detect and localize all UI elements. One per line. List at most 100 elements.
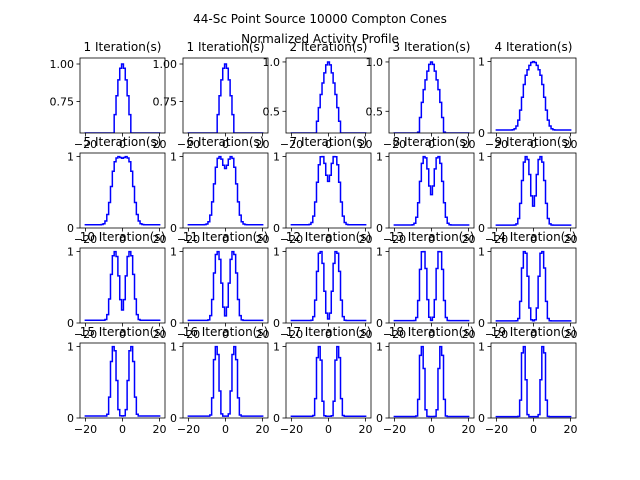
subplot-title: 16 Iteration(s) <box>183 325 269 339</box>
subplot-grid: −20 0 200.751.001 Iteration(s)−20 0 200.751.… <box>50 40 578 436</box>
y-tick-label: 0 <box>67 222 74 235</box>
y-tick-label: 1.0 <box>366 56 384 69</box>
x-tick-label: 20 <box>255 328 269 341</box>
x-tick-label: 0 <box>222 233 229 246</box>
y-tick-label: 1 <box>67 246 74 259</box>
x-tick-label: −20 <box>177 328 200 341</box>
subplot-4: −20 0 20 0.5 1.0 3 Iteration(s) <box>366 40 476 151</box>
x-tick-label: 20 <box>563 138 577 151</box>
profile-line <box>187 345 264 417</box>
x-tick-label: 20 <box>563 423 577 436</box>
subplot-title: 6 Iteration(s) <box>187 135 265 149</box>
x-tick-label: 20 <box>461 328 475 341</box>
y-tick-label: 0 <box>273 222 280 235</box>
y-tick-label: 1 <box>67 151 74 164</box>
x-tick-label: −20 <box>485 328 508 341</box>
y-tick-label: 1 <box>478 341 485 354</box>
profile-line <box>187 250 264 322</box>
x-tick-label: −20 <box>74 233 97 246</box>
subplot-title: 9 Iteration(s) <box>495 135 573 149</box>
x-tick-label: −20 <box>383 328 406 341</box>
y-tick-label: 1 <box>273 151 280 164</box>
x-tick-label: −20 <box>485 233 508 246</box>
profile-line <box>393 155 470 226</box>
subplot-3: −20 0 20 0.5 1.0 2 Iteration(s) <box>263 40 373 151</box>
y-tick-label: 0 <box>478 317 485 330</box>
profile-line <box>393 61 470 133</box>
x-tick-label: 0 <box>325 328 332 341</box>
y-tick-label: 1.0 <box>263 56 281 69</box>
y-tick-label: 1 <box>170 341 177 354</box>
y-tick-label: 0 <box>273 412 280 425</box>
profile-line <box>84 155 161 226</box>
x-tick-label: 20 <box>152 328 166 341</box>
y-tick-label: 0 <box>67 412 74 425</box>
subplot-title: 18 Iteration(s) <box>389 325 475 339</box>
profile-line <box>495 345 572 418</box>
subplot-11: −20 0 20 0 1 10 Iteration(s) <box>67 230 166 341</box>
x-tick-label: 0 <box>325 423 332 436</box>
profile-line <box>290 250 367 322</box>
profile-line <box>187 63 264 133</box>
y-tick-label: 0.5 <box>263 105 281 118</box>
y-tick-label: 1 <box>376 151 383 164</box>
y-tick-label: 1 <box>170 246 177 259</box>
x-tick-label: 20 <box>152 423 166 436</box>
x-tick-label: 0 <box>119 138 126 151</box>
x-tick-label: 20 <box>255 233 269 246</box>
y-tick-label: 1 <box>376 246 383 259</box>
x-tick-label: 20 <box>461 423 475 436</box>
y-tick-label: 1 <box>170 151 177 164</box>
x-tick-label: 0 <box>119 233 126 246</box>
y-tick-label: 1 <box>376 341 383 354</box>
subplot-title: 11 Iteration(s) <box>183 230 269 244</box>
x-tick-label: 0 <box>530 233 537 246</box>
profile-line <box>187 155 264 226</box>
y-tick-label: 1 <box>273 341 280 354</box>
subplot-title: 4 Iteration(s) <box>495 40 573 54</box>
subplot-title: 1 Iteration(s) <box>187 40 265 54</box>
profile-line <box>290 61 367 133</box>
subplot-title: 7 Iteration(s) <box>290 135 368 149</box>
subplot-title: 10 Iteration(s) <box>80 230 166 244</box>
profile-line <box>495 250 572 322</box>
subplot-title: 19 Iteration(s) <box>491 325 577 339</box>
x-tick-label: 20 <box>461 138 475 151</box>
subplot-title: 2 Iteration(s) <box>290 40 368 54</box>
y-tick-label: 0.5 <box>366 105 384 118</box>
profile-line <box>495 155 572 226</box>
subplot-title: 5 Iteration(s) <box>84 135 162 149</box>
y-tick-label: 0 <box>478 222 485 235</box>
y-tick-label: 0 <box>273 317 280 330</box>
y-tick-label: 0 <box>67 317 74 330</box>
x-tick-label: 20 <box>255 423 269 436</box>
y-tick-label: 0 <box>170 412 177 425</box>
x-tick-label: 20 <box>358 423 372 436</box>
y-tick-label: 1.00 <box>153 58 178 71</box>
subplot-title: 3 Iteration(s) <box>393 40 471 54</box>
profile-line <box>393 250 470 322</box>
x-tick-label: 20 <box>358 233 372 246</box>
y-tick-label: 0 <box>376 222 383 235</box>
x-tick-label: 20 <box>255 138 269 151</box>
x-tick-label: 20 <box>152 233 166 246</box>
subplot-title: 1 Iteration(s) <box>84 40 162 54</box>
x-tick-label: 20 <box>461 233 475 246</box>
x-tick-label: 0 <box>119 423 126 436</box>
x-tick-label: −20 <box>177 233 200 246</box>
y-tick-label: 1 <box>478 56 485 69</box>
figure-suptitle-line2: Normalized Activity Profile <box>241 32 399 46</box>
x-tick-label: −20 <box>383 138 406 151</box>
x-tick-label: 0 <box>325 138 332 151</box>
subplot-1: −20 0 20 0.75 1.00 1 Iteration(s) <box>50 40 167 151</box>
y-tick-label: 1.00 <box>50 58 75 71</box>
y-tick-label: 1 <box>273 246 280 259</box>
